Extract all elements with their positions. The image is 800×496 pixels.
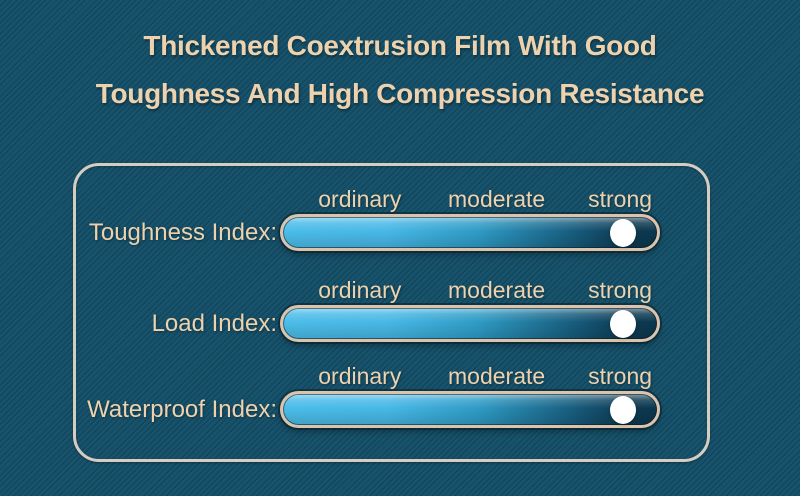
scale-label-strong: strong (588, 363, 653, 389)
scale-label-ordinary: ordinary (318, 186, 402, 212)
scale-labels: ordinary moderate strong (280, 277, 660, 304)
page-title-line-1: Thickened Coextrusion Film With Good (143, 30, 657, 61)
scale-label-moderate: moderate (448, 186, 546, 212)
load-slider-track[interactable] (280, 305, 660, 342)
page-title-line-2: Toughness And High Compression Resistanc… (95, 78, 705, 109)
rating-row-waterproof: Waterproof Index: ordinary moderate stro… (76, 363, 707, 428)
rating-row-load: Load Index: ordinary moderate strong (76, 277, 707, 342)
load-index-label: Load Index: (151, 309, 277, 337)
scale-labels: ordinary moderate strong (280, 186, 660, 213)
scale-label-ordinary: ordinary (318, 277, 402, 303)
scale-label-ordinary: ordinary (318, 363, 402, 389)
scale-label-strong: strong (588, 186, 653, 212)
scale-labels: ordinary moderate strong (280, 363, 660, 390)
load-slider-thumb[interactable] (609, 309, 636, 338)
ratings-panel: Toughness Index: ordinary moderate stron… (73, 163, 710, 462)
scale-label-strong: strong (588, 277, 653, 303)
scale-label-moderate: moderate (448, 363, 546, 389)
waterproof-slider-thumb[interactable] (609, 395, 636, 424)
waterproof-slider-track[interactable] (280, 391, 660, 428)
toughness-slider-thumb[interactable] (609, 218, 636, 247)
toughness-slider-track[interactable] (280, 214, 660, 251)
page-title: Thickened Coextrusion Film With Good Tou… (0, 22, 800, 118)
waterproof-index-label: Waterproof Index: (87, 395, 277, 423)
rating-row-toughness: Toughness Index: ordinary moderate stron… (76, 186, 707, 251)
scale-label-moderate: moderate (448, 277, 546, 303)
toughness-index-label: Toughness Index: (88, 218, 277, 246)
